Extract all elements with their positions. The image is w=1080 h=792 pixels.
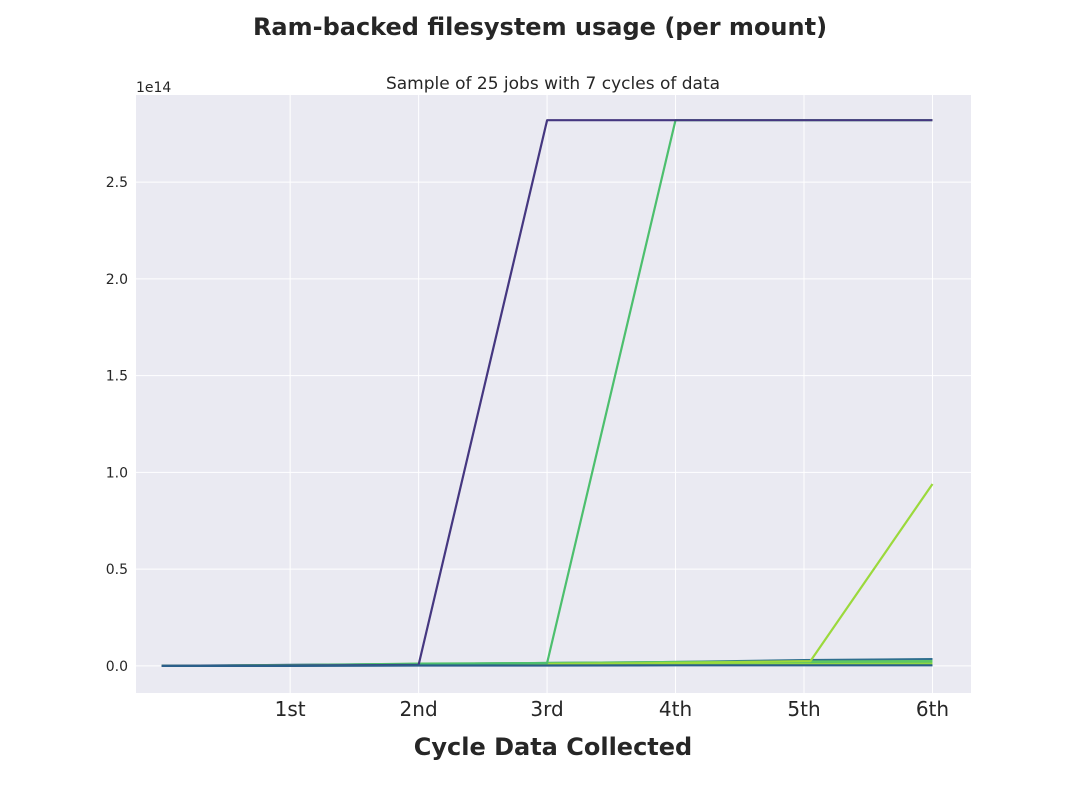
y-axis-ticks: 0.0 0.5 1.0 1.5 2.0 2.5	[106, 175, 128, 675]
x-tick-label: 6th	[916, 697, 949, 721]
plot-background	[136, 95, 971, 693]
x-tick-label: 5th	[787, 697, 820, 721]
x-tick-label: 3rd	[530, 697, 563, 721]
y-tick-label: 2.0	[106, 272, 128, 288]
chart-subtitle: Sample of 25 jobs with 7 cycles of data	[386, 74, 720, 94]
y-tick-label: 0.5	[106, 562, 128, 578]
x-tick-label: 4th	[659, 697, 692, 721]
chart-title: Ram-backed filesystem usage (per mount)	[253, 13, 827, 41]
y-tick-label: 1.5	[106, 369, 128, 385]
x-axis-label: Cycle Data Collected	[414, 733, 692, 761]
y-offset-label: 1e14	[136, 80, 171, 96]
series-lines	[161, 119, 934, 668]
grid	[136, 95, 971, 693]
y-tick-label: 0.0	[106, 659, 128, 675]
y-tick-label: 2.5	[106, 175, 128, 191]
x-tick-label: 1st	[275, 697, 306, 721]
series-line	[161, 664, 933, 668]
x-axis-ticks: 1st 2nd 3rd 4th 5th 6th	[275, 697, 949, 721]
x-tick-label: 2nd	[400, 697, 438, 721]
y-tick-label: 1.0	[106, 465, 128, 481]
